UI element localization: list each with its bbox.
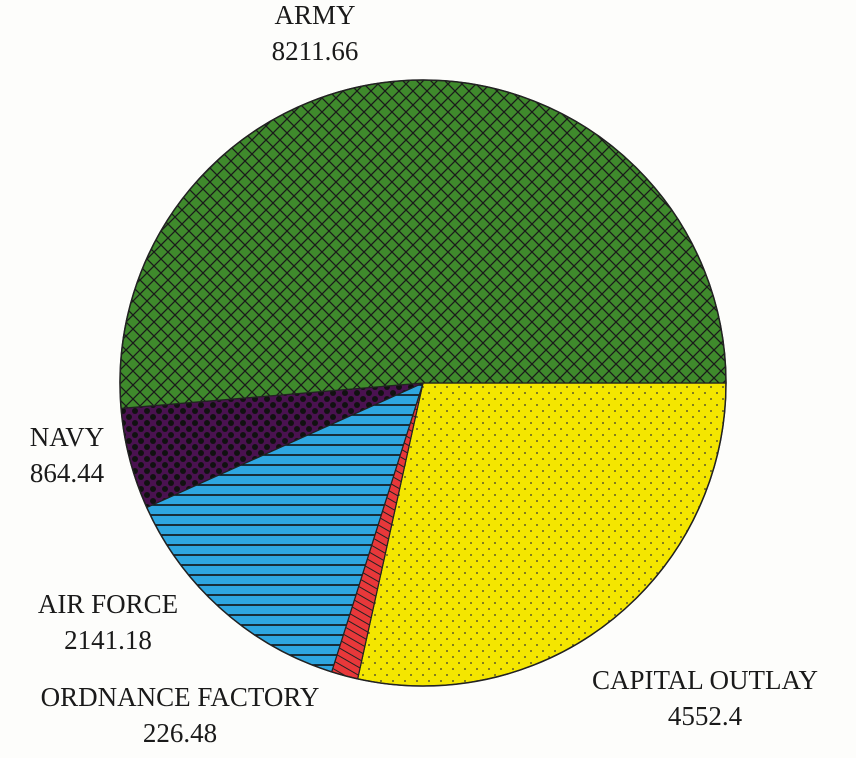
slice-label: ARMY — [274, 0, 355, 30]
labels: CAPITAL OUTLAY 4552.4 ORDNANCE FACTORY 226.… — [30, 0, 818, 748]
slice-label: AIR FORCE — [38, 589, 178, 619]
value-label: 226.48 — [143, 718, 217, 748]
pie — [119, 79, 727, 687]
value-label: 4552.4 — [668, 701, 743, 731]
value-label: 864.44 — [30, 458, 105, 488]
value-label: 8211.66 — [272, 36, 359, 66]
slice-label: NAVY — [30, 422, 105, 452]
slice-label: ORDNANCE FACTORY — [41, 682, 320, 712]
pie-outline — [119, 79, 727, 687]
slice-label: CAPITAL OUTLAY — [592, 665, 818, 695]
slice-pattern — [119, 79, 727, 410]
value-label: 2141.18 — [64, 625, 152, 655]
